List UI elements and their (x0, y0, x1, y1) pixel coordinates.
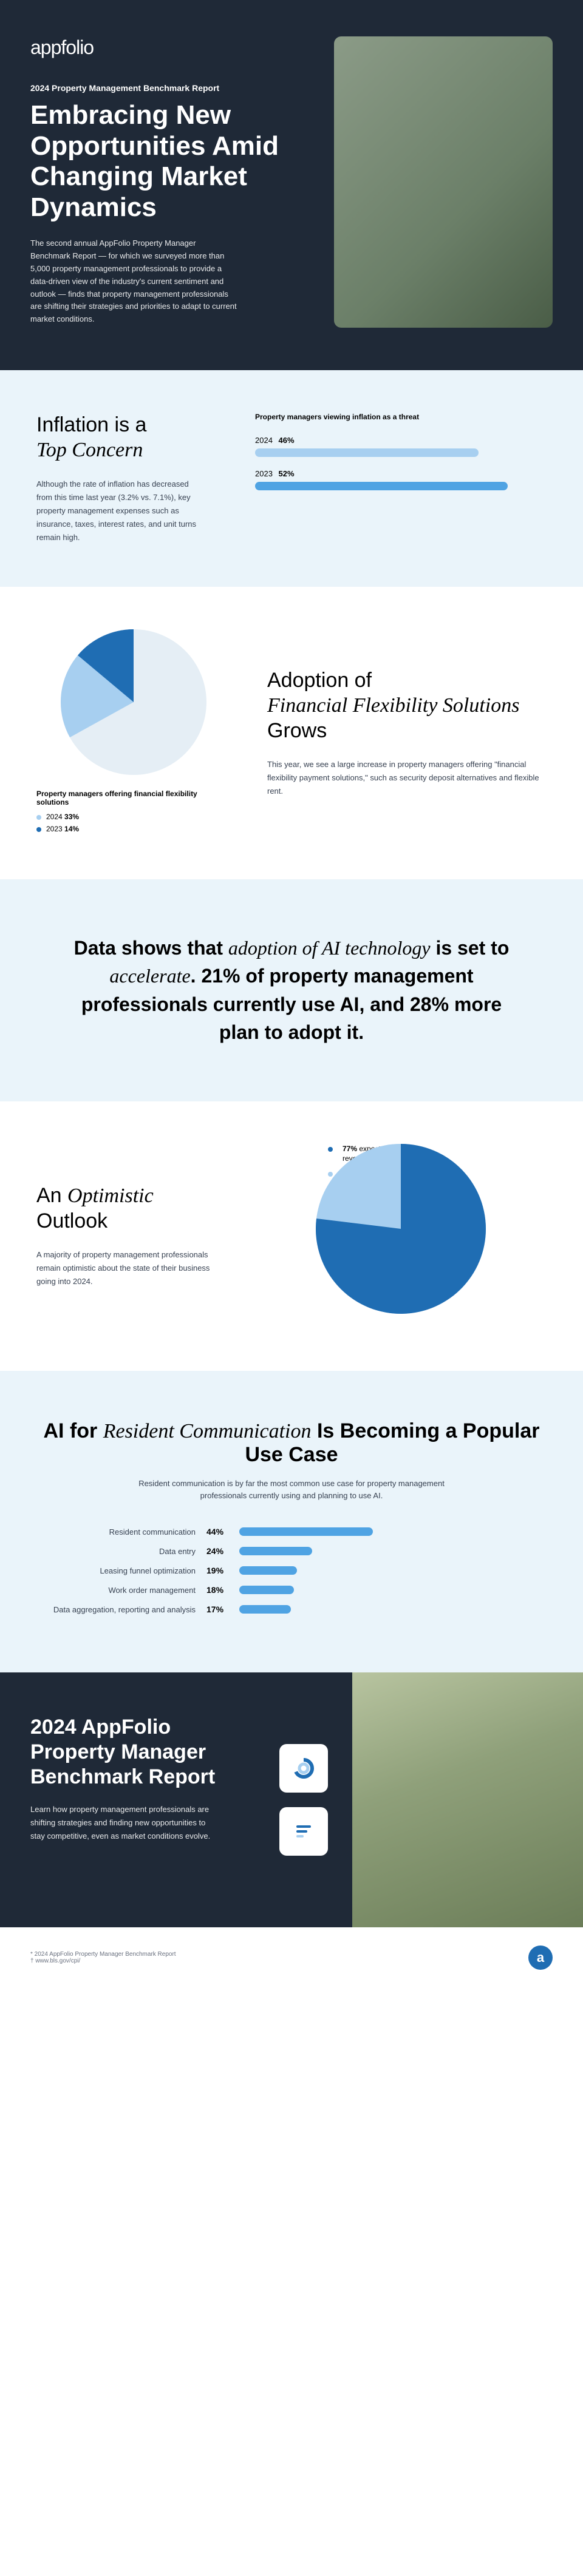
usecase-bar (239, 1547, 312, 1555)
usecase-pct: 44% (206, 1527, 231, 1536)
inflation-chart: Property managers viewing inflation as a… (255, 413, 547, 544)
inflation-section: Inflation is a Top Concern Although the … (0, 370, 583, 587)
list-icon (279, 1807, 328, 1856)
usecase-title-italic: Resident Communication (103, 1420, 312, 1442)
usecase-row: Leasing funnel optimization19% (36, 1566, 547, 1575)
usecase-row: Data aggregation, reporting and analysis… (36, 1604, 547, 1614)
usecase-pct: 24% (206, 1546, 231, 1556)
cta-section: 2024 AppFolio Property Manager Benchmark… (0, 1672, 583, 1927)
footer: * 2024 AppFolio Property Manager Benchma… (0, 1927, 583, 1994)
usecase-sub: Resident communication is by far the mos… (121, 1478, 462, 1503)
inflation-text: Inflation is a Top Concern Although the … (36, 413, 206, 544)
brand-logo: appfolio (30, 36, 310, 59)
usecase-section: AI for Resident Communication Is Becomin… (0, 1371, 583, 1673)
usecase-row: Resident communication44% (36, 1527, 547, 1536)
inflation-bar (255, 482, 508, 490)
legend-dot (36, 827, 41, 832)
usecase-bar (239, 1605, 291, 1614)
adoption-title-italic: Financial Flexibility Solutions (267, 694, 520, 717)
hero-body: The second annual AppFolio Property Mana… (30, 237, 237, 326)
ai-stat-text: Data shows that adoption of AI technolog… (61, 934, 522, 1047)
optimistic-section: An Optimistic Outlook A majority of prop… (0, 1101, 583, 1371)
usecase-bar (239, 1586, 294, 1594)
adoption-body: This year, we see a large increase in pr… (267, 758, 547, 798)
inflation-body: Although the rate of inflation has decre… (36, 478, 206, 544)
optimistic-title-r2: Outlook (36, 1209, 107, 1232)
adoption-legend-row: 2024 33% (36, 813, 231, 821)
cta-left: 2024 AppFolio Property Manager Benchmark… (0, 1672, 255, 1927)
ai-stat-c: is set to (431, 937, 510, 959)
adoption-section: Property managers offering financial fle… (0, 587, 583, 879)
inflation-bar-label: 2023 52% (255, 469, 547, 478)
adoption-pie-col: Property managers offering financial fle… (36, 629, 231, 837)
hero-subheader: 2024 Property Management Benchmark Repor… (30, 83, 310, 93)
adoption-title-r2: Grows (267, 719, 327, 742)
adoption-title-r1: Adoption of (267, 669, 372, 692)
usecase-pct: 18% (206, 1585, 231, 1595)
usecase-label: Data aggregation, reporting and analysis (36, 1605, 206, 1614)
optimistic-title-r1: An (36, 1184, 67, 1207)
inflation-title: Inflation is a Top Concern (36, 413, 206, 463)
inflation-bar-label: 2024 46% (255, 436, 547, 445)
inflation-bar-row: 2024 46% (255, 436, 547, 457)
usecase-pct: 17% (206, 1604, 231, 1614)
footer-line-1: * 2024 AppFolio Property Manager Benchma… (30, 1951, 176, 1958)
usecase-row: Work order management18% (36, 1585, 547, 1595)
footer-line-2: † www.bls.gov/cpi/ (30, 1958, 176, 1964)
hero-section: appfolio 2024 Property Management Benchm… (0, 0, 583, 370)
cta-icons (255, 1672, 352, 1927)
inflation-title-italic: Top Concern (36, 439, 143, 461)
adoption-legend-title: Property managers offering financial fle… (36, 789, 231, 806)
optimistic-title-italic: Optimistic (67, 1185, 154, 1207)
adoption-text: Adoption of Financial Flexibility Soluti… (267, 668, 547, 798)
cta-title: 2024 AppFolio Property Manager Benchmark… (30, 1715, 225, 1789)
optimistic-title: An Optimistic Outlook (36, 1183, 219, 1234)
usecase-row: Data entry24% (36, 1546, 547, 1556)
ai-stat-section: Data shows that adoption of AI technolog… (0, 879, 583, 1101)
inflation-chart-caption: Property managers viewing inflation as a… (255, 413, 547, 421)
adoption-pie (61, 629, 206, 775)
usecase-label: Leasing funnel optimization (36, 1566, 206, 1575)
ai-stat-d: accelerate (109, 965, 190, 987)
ai-stat-b: adoption of AI technology (228, 937, 431, 959)
usecase-title: AI for Resident Communication Is Becomin… (36, 1419, 547, 1467)
footer-logo-icon: a (528, 1946, 553, 1970)
footer-text: * 2024 AppFolio Property Manager Benchma… (30, 1951, 176, 1964)
usecase-label: Resident communication (36, 1527, 206, 1536)
optimistic-body: A majority of property management profes… (36, 1248, 219, 1288)
adoption-legend: Property managers offering financial fle… (36, 789, 231, 837)
legend-dot (36, 815, 41, 820)
optimistic-pie-col: 77% expectrevenue to increase65% expect … (255, 1144, 547, 1328)
hero-left: appfolio 2024 Property Management Benchm… (30, 36, 310, 328)
optimistic-pie (316, 1144, 486, 1314)
usecase-rows: Resident communication44% Data entry24% Le… (36, 1527, 547, 1614)
usecase-title-a: AI for (44, 1419, 103, 1442)
adoption-title: Adoption of Financial Flexibility Soluti… (267, 668, 547, 743)
inflation-bar (255, 448, 479, 457)
usecase-bar (239, 1527, 373, 1536)
adoption-legend-row: 2023 14% (36, 825, 231, 833)
hero-title: Embracing New Opportunities Amid Changin… (30, 100, 310, 223)
inflation-bar-row: 2023 52% (255, 469, 547, 490)
optimistic-text: An Optimistic Outlook A majority of prop… (36, 1183, 219, 1288)
ai-stat-a: Data shows that (74, 937, 228, 959)
usecase-bar (239, 1566, 297, 1575)
inflation-title-regular: Inflation is a (36, 413, 146, 436)
usecase-label: Work order management (36, 1586, 206, 1595)
usecase-pct: 19% (206, 1566, 231, 1575)
chart-icon (279, 1744, 328, 1793)
cta-image (352, 1672, 583, 1927)
cta-body: Learn how property management profession… (30, 1803, 213, 1843)
hero-image (334, 36, 553, 328)
usecase-label: Data entry (36, 1547, 206, 1556)
